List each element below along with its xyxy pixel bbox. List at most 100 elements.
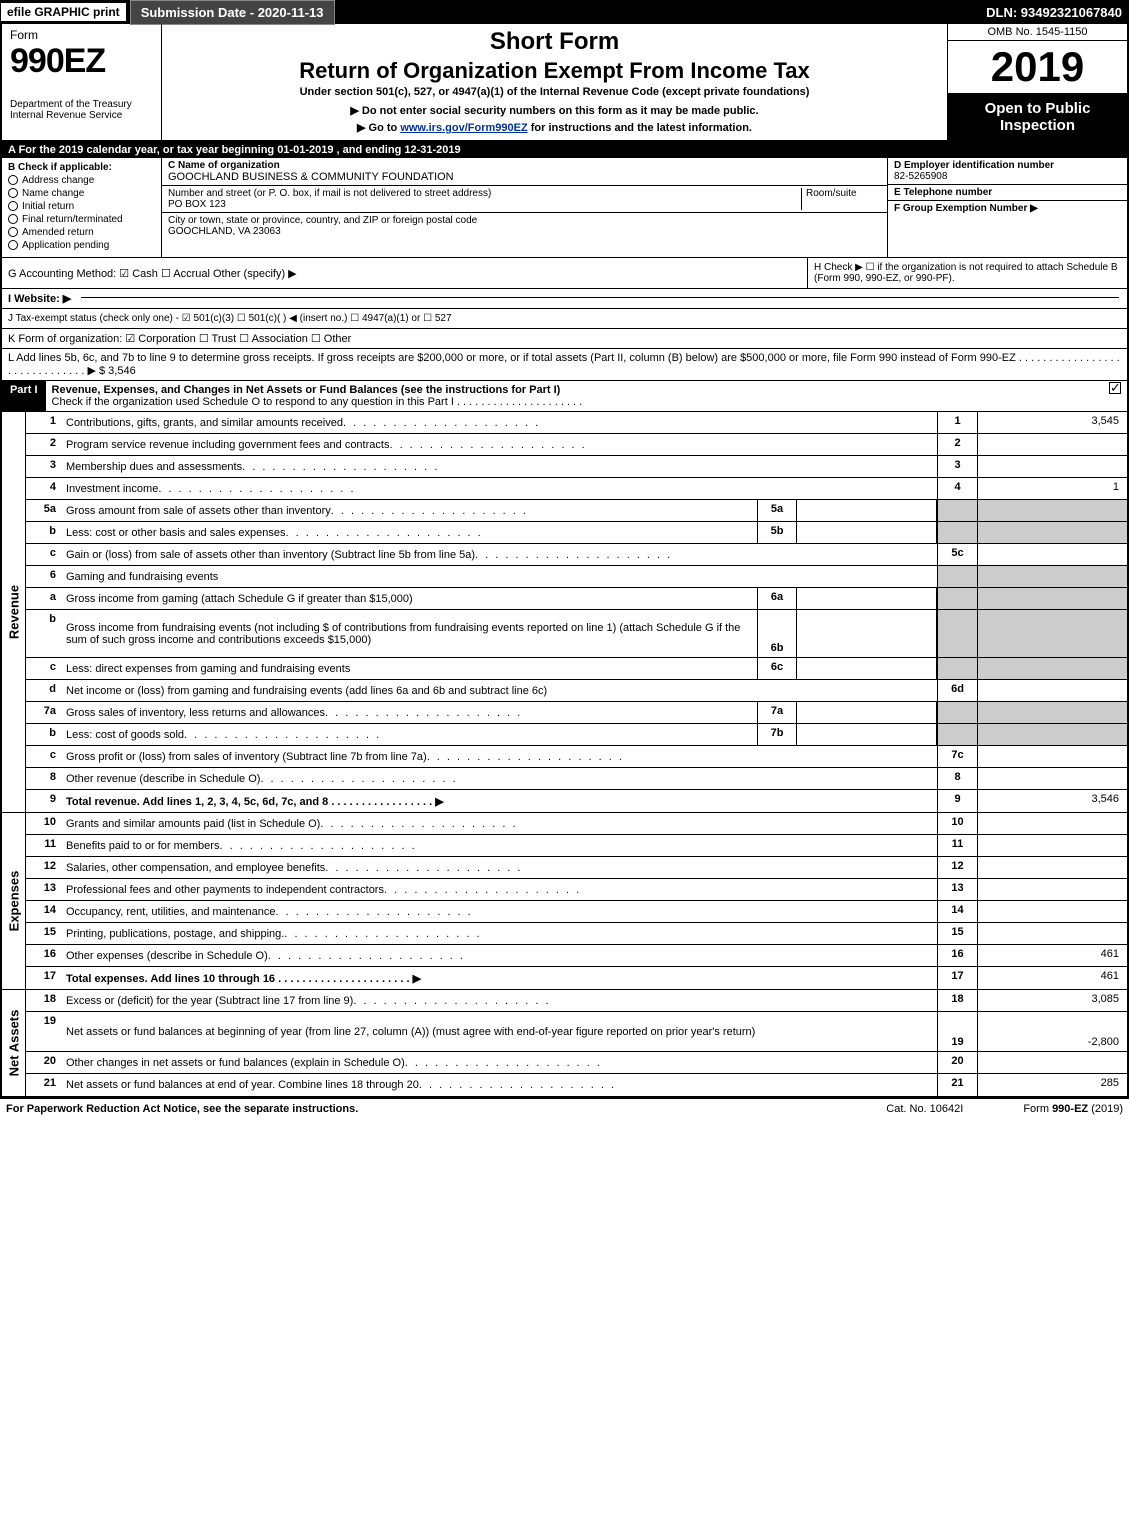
line-21-val: 285: [977, 1074, 1127, 1096]
line-2-col: 2: [937, 434, 977, 455]
line-20-val: [977, 1052, 1127, 1073]
top-bar: efile GRAPHIC print Submission Date - 20…: [0, 0, 1129, 24]
line-2-val: [977, 434, 1127, 455]
checkbox-icon: [8, 240, 18, 250]
line-7a: 7a Gross sales of inventory, less return…: [26, 702, 1127, 724]
line-18-val: 3,085: [977, 990, 1127, 1011]
line-5a: 5a Gross amount from sale of assets othe…: [26, 500, 1127, 522]
line-8-col: 8: [937, 768, 977, 789]
line-16-val: 461: [977, 945, 1127, 966]
line-6b: b Gross income from fundraising events (…: [26, 610, 1127, 658]
check-amended-return[interactable]: Amended return: [8, 227, 155, 238]
section-e-label: E Telephone number: [894, 187, 1121, 198]
line-14-val: [977, 901, 1127, 922]
line-9-col: 9: [937, 790, 977, 812]
line-1-col: 1: [937, 412, 977, 433]
room-suite-label: Room/suite: [801, 188, 881, 210]
check-address-change[interactable]: Address change: [8, 175, 155, 186]
line-7c-val: [977, 746, 1127, 767]
line-4-desc: Investment income: [62, 478, 937, 499]
line-2: 2 Program service revenue including gove…: [26, 434, 1127, 456]
line-15-desc: Printing, publications, postage, and shi…: [62, 923, 937, 944]
line-7b-shaded-val: [977, 724, 1127, 745]
line-18-col: 18: [937, 990, 977, 1011]
line-5b-shaded-val: [977, 522, 1127, 543]
line-11-desc: Benefits paid to or for members: [62, 835, 937, 856]
line-6a-desc: Gross income from gaming (attach Schedul…: [62, 588, 757, 609]
checkbox-icon: [8, 214, 18, 224]
goto-line: ▶ Go to www.irs.gov/Form990EZ for instru…: [172, 121, 937, 134]
line-7a-shaded-col: [937, 702, 977, 723]
line-14: 14 Occupancy, rent, utilities, and maint…: [26, 901, 1127, 923]
line-12-desc: Salaries, other compensation, and employ…: [62, 857, 937, 878]
goto-link[interactable]: www.irs.gov/Form990EZ: [400, 122, 527, 134]
line-5c-val: [977, 544, 1127, 565]
line-13: 13 Professional fees and other payments …: [26, 879, 1127, 901]
form-number: 990EZ: [10, 42, 153, 81]
revenue-label-text: Revenue: [6, 585, 21, 639]
section-l-desc: L Add lines 5b, 6c, and 7b to line 9 to …: [8, 352, 1120, 377]
line-2-num: 2: [26, 434, 62, 455]
ein-block: D Employer identification number 82-5265…: [888, 158, 1127, 185]
line-4-num: 4: [26, 478, 62, 499]
line-17-val: 461: [977, 967, 1127, 989]
line-7b-midval: [797, 724, 937, 745]
line-18: 18 Excess or (deficit) for the year (Sub…: [26, 990, 1127, 1012]
submission-date-button[interactable]: Submission Date - 2020-11-13: [130, 0, 335, 25]
line-11-col: 11: [937, 835, 977, 856]
part-i-title: Revenue, Expenses, and Changes in Net As…: [46, 381, 1127, 411]
line-10-col: 10: [937, 813, 977, 834]
line-5a-shaded-val: [977, 500, 1127, 521]
checkbox-icon: [8, 227, 18, 237]
section-k-row: K Form of organization: ☑ Corporation ☐ …: [0, 329, 1129, 349]
schedule-o-checkbox[interactable]: [1109, 382, 1121, 394]
header-right: OMB No. 1545-1150 2019 Open to Public In…: [947, 24, 1127, 140]
line-5a-num: 5a: [26, 500, 62, 521]
line-1-desc: Contributions, gifts, grants, and simila…: [62, 412, 937, 433]
ein-value: 82-5265908: [894, 171, 1121, 182]
website-underline: [81, 297, 1119, 298]
line-16-col: 16: [937, 945, 977, 966]
section-l-value: 3,546: [108, 365, 136, 377]
line-18-num: 18: [26, 990, 62, 1011]
section-i: I Website: ▶: [2, 289, 77, 308]
check-final-return[interactable]: Final return/terminated: [8, 214, 155, 225]
line-11: 11 Benefits paid to or for members 11: [26, 835, 1127, 857]
line-14-num: 14: [26, 901, 62, 922]
line-6c-mid: 6c: [757, 658, 797, 679]
line-8-val: [977, 768, 1127, 789]
line-9: 9 Total revenue. Add lines 1, 2, 3, 4, 5…: [26, 790, 1127, 812]
expenses-rows: 10 Grants and similar amounts paid (list…: [26, 813, 1127, 989]
checkbox-icon: [8, 175, 18, 185]
section-i-row: I Website: ▶: [0, 289, 1129, 309]
footer-right-form: 990-EZ: [1052, 1103, 1088, 1115]
net-assets-side-label: Net Assets: [2, 990, 26, 1096]
footer-right-suffix: (2019): [1091, 1103, 1123, 1115]
efile-graphic-print[interactable]: efile GRAPHIC print: [1, 3, 126, 21]
check-initial-return[interactable]: Initial return: [8, 201, 155, 212]
omb-number: OMB No. 1545-1150: [948, 24, 1127, 41]
line-6a: a Gross income from gaming (attach Sched…: [26, 588, 1127, 610]
dln-label: DLN: 93492321067840: [980, 3, 1128, 22]
line-6-desc: Gaming and fundraising events: [62, 566, 937, 587]
line-6c-midval: [797, 658, 937, 679]
check-application-pending[interactable]: Application pending: [8, 240, 155, 251]
line-3-col: 3: [937, 456, 977, 477]
line-7b-shaded-col: [937, 724, 977, 745]
line-21-col: 21: [937, 1074, 977, 1096]
line-6d: d Net income or (loss) from gaming and f…: [26, 680, 1127, 702]
check-name-change[interactable]: Name change: [8, 188, 155, 199]
line-5b-num: b: [26, 522, 62, 543]
check-address-change-label: Address change: [22, 175, 94, 186]
line-7c: c Gross profit or (loss) from sales of i…: [26, 746, 1127, 768]
line-5c: c Gain or (loss) from sale of assets oth…: [26, 544, 1127, 566]
line-9-num: 9: [26, 790, 62, 812]
line-6c: c Less: direct expenses from gaming and …: [26, 658, 1127, 680]
section-l-text: L Add lines 5b, 6c, and 7b to line 9 to …: [2, 349, 1127, 380]
part-i-title-text: Revenue, Expenses, and Changes in Net As…: [52, 384, 561, 396]
check-initial-return-label: Initial return: [22, 201, 74, 212]
line-7c-num: c: [26, 746, 62, 767]
line-17: 17 Total expenses. Add lines 10 through …: [26, 967, 1127, 989]
line-13-val: [977, 879, 1127, 900]
line-4-val: 1: [977, 478, 1127, 499]
